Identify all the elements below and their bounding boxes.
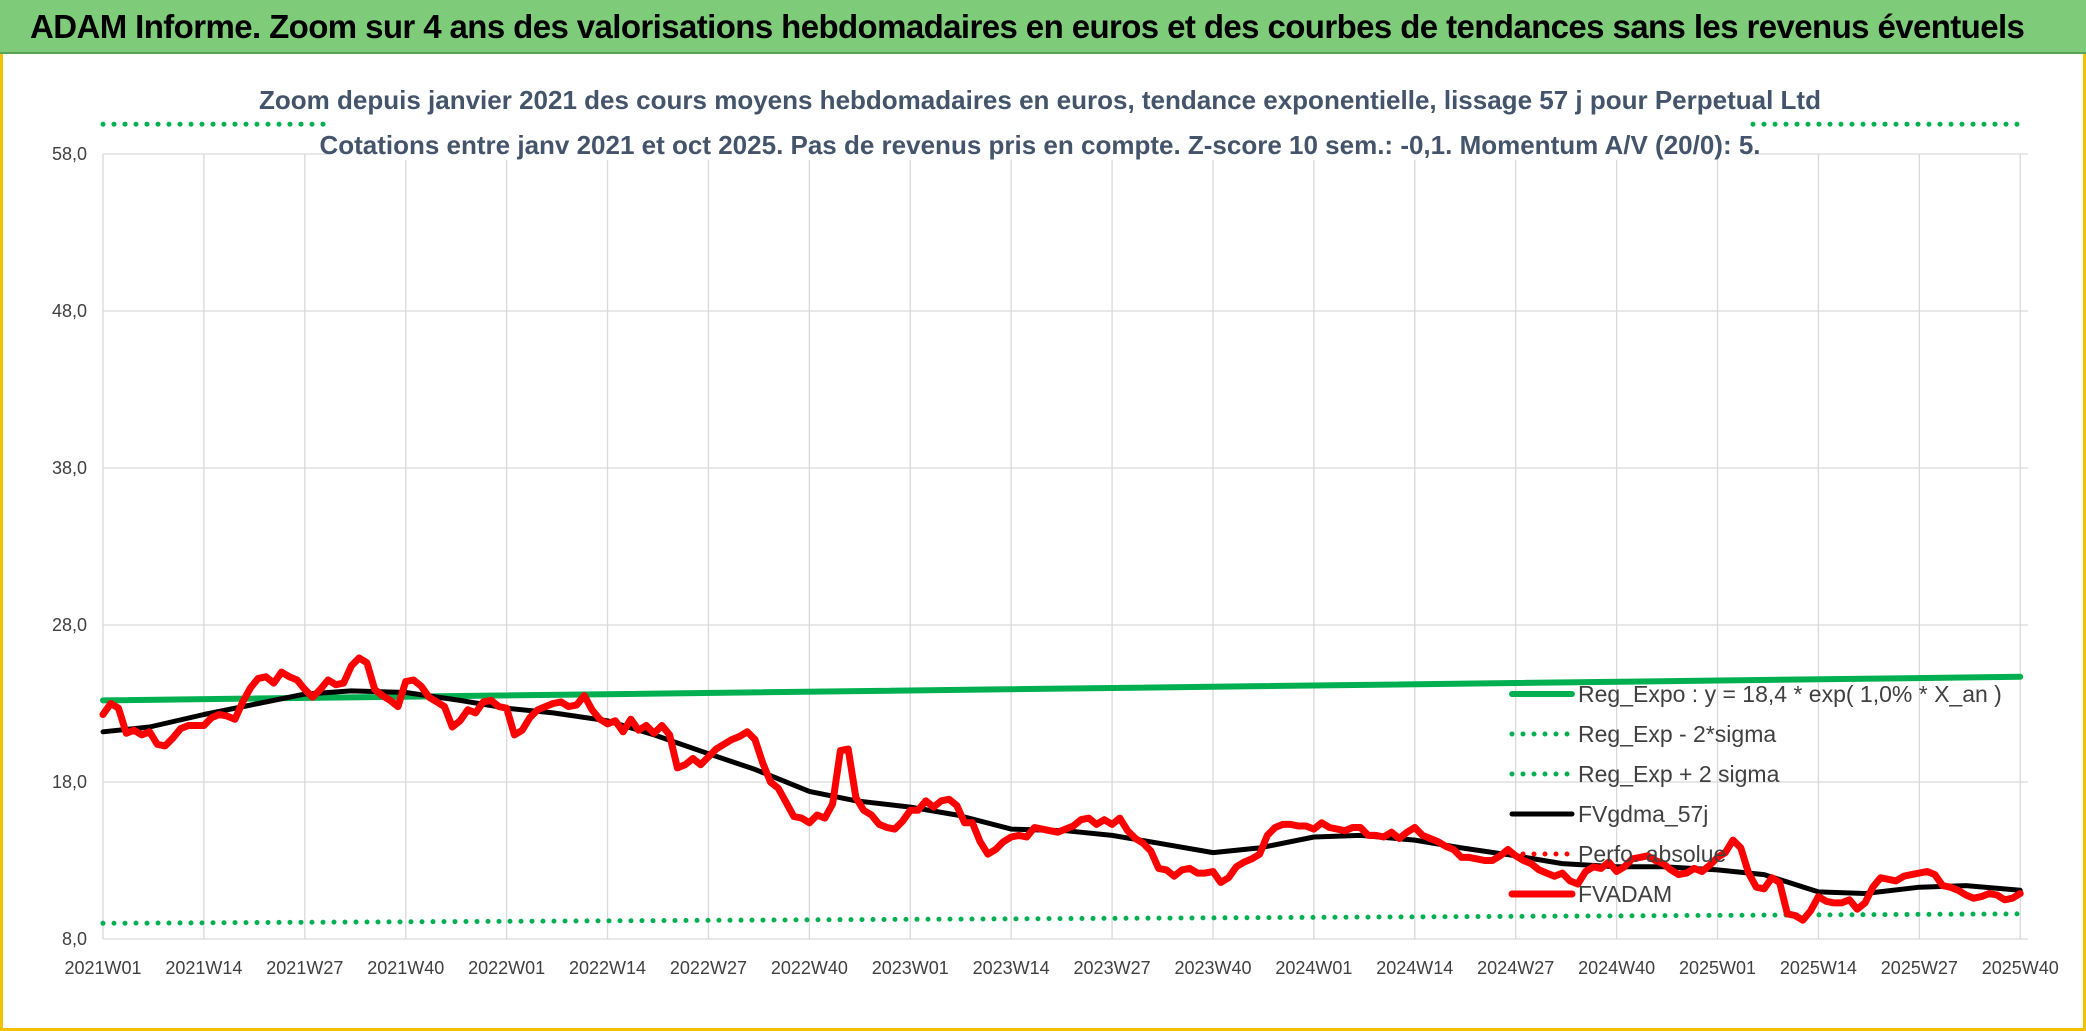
page-title: ADAM Informe. Zoom sur 4 ans des valoris… xyxy=(30,8,2025,45)
x-tick-label: 2023W01 xyxy=(872,958,949,978)
chart-titles: Zoom depuis janvier 2021 des cours moyen… xyxy=(259,76,1821,160)
y-tick-label: 38,0 xyxy=(52,458,87,478)
legend-label: Reg_Expo : y = 18,4 * exp( 1,0% * X_an ) xyxy=(1578,681,2002,707)
line-chart: 58,0 48,0 38,0 28,0 18,0 8,0 2021W01 2021W14 202… xyxy=(52,76,2059,978)
x-tick-label: 2023W14 xyxy=(973,958,1050,978)
legend-label: Reg_Exp + 2 sigma xyxy=(1578,761,1780,787)
x-tick-label: 2025W14 xyxy=(1780,958,1857,978)
legend-label: FVgdma_57j xyxy=(1578,801,1708,827)
legend-label: Reg_Exp - 2*sigma xyxy=(1578,721,1776,747)
x-tick-label: 2021W40 xyxy=(367,958,444,978)
x-tick-label: 2022W01 xyxy=(468,958,545,978)
x-tick-label: 2021W27 xyxy=(266,958,343,978)
header-bar: ADAM Informe. Zoom sur 4 ans des valoris… xyxy=(0,0,2086,54)
x-tick-label: 2025W27 xyxy=(1881,958,1958,978)
series-line-1 xyxy=(100,911,2023,926)
y-tick-label: 58,0 xyxy=(52,144,87,164)
chart-subtitle: Cotations entre janv 2021 et oct 2025. P… xyxy=(319,130,1760,160)
subtitle-background xyxy=(330,120,1750,160)
legend-label: FVADAM xyxy=(1578,881,1672,907)
chart-series xyxy=(99,121,2024,926)
x-tick-label: 2024W01 xyxy=(1275,958,1352,978)
x-tick-label: 2025W01 xyxy=(1679,958,1756,978)
x-tick-label: 2021W14 xyxy=(165,958,242,978)
series-line-5 xyxy=(99,654,2024,924)
y-tick-label: 48,0 xyxy=(52,301,87,321)
chart-ticks: 58,0 48,0 38,0 28,0 18,0 8,0 2021W01 2021W14 202… xyxy=(52,144,2059,978)
legend-label: Perfo. absolue xyxy=(1578,841,1726,867)
y-tick-label: 28,0 xyxy=(52,615,87,635)
y-tick-label: 8,0 xyxy=(62,929,87,949)
chart-legend: Reg_Expo : y = 18,4 * exp( 1,0% * X_an )… xyxy=(1508,681,2002,907)
chart-title: Zoom depuis janvier 2021 des cours moyen… xyxy=(259,85,1821,115)
x-tick-label: 2022W40 xyxy=(771,958,848,978)
x-tick-label: 2021W01 xyxy=(64,958,141,978)
x-tick-label: 2022W14 xyxy=(569,958,646,978)
chart-grid xyxy=(102,153,2028,940)
x-tick-label: 2023W40 xyxy=(1174,958,1251,978)
title-background xyxy=(330,76,1750,116)
x-tick-label: 2023W27 xyxy=(1074,958,1151,978)
x-tick-label: 2022W27 xyxy=(670,958,747,978)
x-tick-label: 2025W40 xyxy=(1982,958,2059,978)
x-tick-label: 2024W27 xyxy=(1477,958,1554,978)
y-tick-label: 18,0 xyxy=(52,772,87,792)
x-tick-label: 2024W14 xyxy=(1376,958,1453,978)
x-tick-label: 2024W40 xyxy=(1578,958,1655,978)
